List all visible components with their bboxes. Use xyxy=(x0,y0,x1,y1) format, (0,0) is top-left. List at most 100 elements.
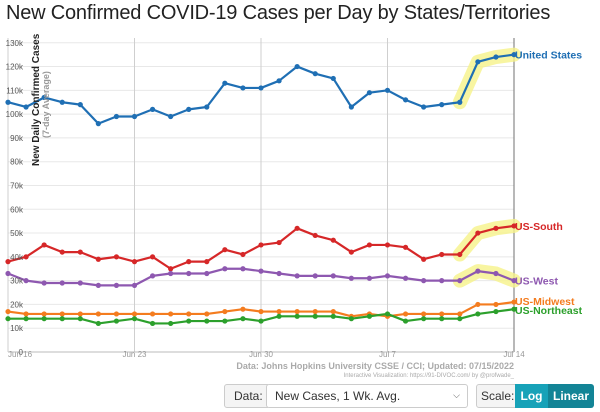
y-tick-label: 60k xyxy=(10,205,24,214)
data-point xyxy=(204,311,210,317)
line-chart: 0 10k 20k 30k 40k 50k 60k 70k 80k 90k 100k 110k 120k… xyxy=(5,33,583,379)
data-point xyxy=(186,106,192,112)
y-tick-label: 50k xyxy=(10,229,24,238)
data-point xyxy=(186,318,192,324)
data-point xyxy=(348,316,354,322)
y-axis-label: New Daily Confirmed Cases xyxy=(31,33,42,166)
data-point xyxy=(23,254,29,260)
data-point xyxy=(131,259,138,265)
x-tick-label: Jun 30 xyxy=(249,350,274,359)
data-point xyxy=(222,308,228,315)
data-point xyxy=(457,316,463,322)
data-point xyxy=(312,308,318,315)
data-point xyxy=(402,311,409,317)
data-point xyxy=(41,242,47,248)
x-tick-label: Jun 16 xyxy=(8,350,33,359)
data-point xyxy=(421,256,427,262)
data-point xyxy=(149,320,156,327)
data-point xyxy=(240,306,246,312)
data-point xyxy=(421,278,427,284)
data-point xyxy=(330,273,336,279)
data-point xyxy=(5,259,11,265)
data-point xyxy=(204,259,210,265)
data-point xyxy=(113,254,120,260)
x-tick-label: Jul 14 xyxy=(503,350,525,359)
data-point xyxy=(457,311,463,317)
data-point xyxy=(475,230,481,236)
y-tick-label: 70k xyxy=(10,181,24,190)
chart-series xyxy=(5,52,517,327)
data-point xyxy=(276,313,282,319)
data-label: Data: xyxy=(234,389,263,403)
highlight-band xyxy=(452,47,521,110)
data-point xyxy=(5,308,11,315)
data-point xyxy=(312,313,318,319)
log-scale-button[interactable]: Log xyxy=(515,384,548,408)
data-point xyxy=(475,59,481,65)
data-point xyxy=(493,301,499,308)
data-point xyxy=(240,251,246,258)
data-point xyxy=(222,247,228,253)
data-point xyxy=(439,251,445,258)
data-point xyxy=(204,270,210,277)
data-point xyxy=(149,106,156,112)
data-point xyxy=(5,270,11,277)
data-point xyxy=(276,239,282,246)
chart-title: New Confirmed COVID-19 Cases per Day by … xyxy=(6,2,551,24)
y-tick-label: 0 xyxy=(19,348,24,357)
data-point xyxy=(258,242,264,248)
data-point xyxy=(23,316,29,322)
data-point xyxy=(23,104,29,110)
series-labels: United States US-South US-West US-MidwestUS… xyxy=(515,50,583,318)
data-point xyxy=(113,113,120,120)
data-point xyxy=(5,99,11,105)
y-tick-label: 90k xyxy=(10,134,24,143)
data-point xyxy=(95,320,101,327)
x-axis-ticks: Jun 16 Jun 23 Jun 30 Jul 7 Jul 14 xyxy=(8,350,525,359)
series-label: US-Northeast xyxy=(515,305,583,317)
data-point xyxy=(41,316,47,322)
data-point xyxy=(493,308,499,315)
data-point xyxy=(186,259,192,265)
attribution-text: Interactive Visualization: https://91-DI… xyxy=(344,373,515,379)
data-point xyxy=(204,104,210,110)
data-point xyxy=(330,75,336,82)
data-select-value: New Cases, 1 Wk. Avg. xyxy=(275,389,401,403)
data-point xyxy=(204,318,210,324)
data-point xyxy=(113,282,120,288)
y-tick-label: 130k xyxy=(6,39,24,48)
data-point xyxy=(168,270,174,277)
data-point xyxy=(348,104,354,110)
data-select[interactable]: New Cases, 1 Wk. Avg. ⌵ xyxy=(266,384,468,408)
data-point xyxy=(384,242,391,248)
data-point xyxy=(493,225,499,231)
data-point xyxy=(23,278,29,284)
data-point xyxy=(511,223,517,229)
data-point xyxy=(59,316,65,322)
data-point xyxy=(330,308,336,315)
data-point xyxy=(439,311,445,317)
data-point xyxy=(511,52,517,58)
data-point xyxy=(131,316,138,322)
linear-scale-button[interactable]: Linear xyxy=(548,384,594,408)
data-point xyxy=(95,121,101,127)
data-point xyxy=(222,266,228,272)
data-point xyxy=(439,102,445,108)
data-point xyxy=(475,268,481,274)
data-point xyxy=(186,311,192,317)
data-point xyxy=(59,311,65,317)
data-point xyxy=(41,94,47,101)
data-point xyxy=(330,313,336,319)
data-point xyxy=(294,63,300,70)
y-tick-label: 80k xyxy=(10,158,24,167)
data-point xyxy=(95,282,101,288)
data-point xyxy=(113,311,120,317)
y-tick-label: 120k xyxy=(6,63,24,72)
highlight-bands xyxy=(452,47,521,288)
data-point xyxy=(149,311,156,317)
data-point xyxy=(330,237,336,243)
data-point xyxy=(41,280,47,286)
data-point xyxy=(59,249,65,255)
y-tick-label: 30k xyxy=(10,277,24,286)
data-point xyxy=(384,87,391,93)
